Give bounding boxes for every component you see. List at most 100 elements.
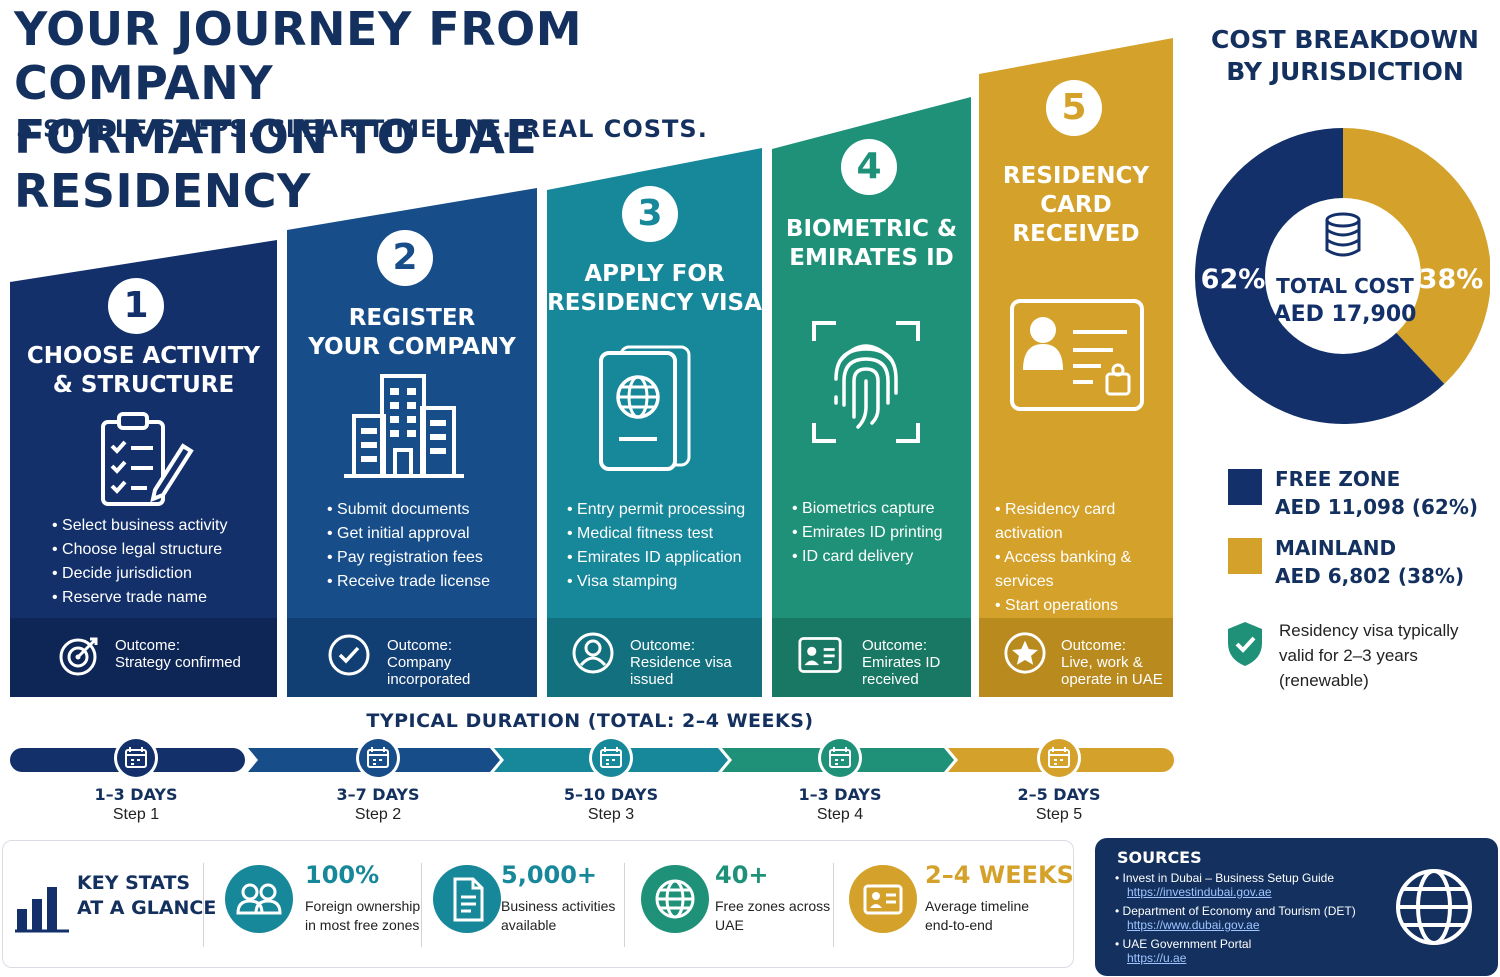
list-item: Start operations bbox=[995, 594, 1173, 618]
step-title-4-line-1: BIOMETRIC & bbox=[785, 216, 958, 242]
star-badge-icon bbox=[1004, 632, 1046, 674]
step-bullets-5: Residency card activation Access banking… bbox=[995, 498, 1173, 618]
outcome-label: Outcome: bbox=[862, 637, 928, 654]
source-link[interactable]: https://www.dubai.gov.ae bbox=[1127, 918, 1260, 932]
step-title-1-line-1: CHOOSE ACTIVITY bbox=[26, 343, 261, 369]
list-item: Receive trade license bbox=[327, 570, 490, 594]
visa-validity-text: Residency visa typically valid for 2–3 y… bbox=[1279, 621, 1459, 690]
step-title-4-line-2: EMIRATES ID bbox=[789, 245, 954, 271]
outcome-label: Outcome: bbox=[1061, 637, 1127, 654]
list-item: Emirates ID printing bbox=[792, 521, 943, 545]
sources-panel: SOURCES Invest in Dubai – Business Setup… bbox=[1095, 838, 1498, 976]
list-item: Access banking & services bbox=[995, 546, 1173, 594]
duration-days: 5–10 DAYS bbox=[563, 785, 659, 804]
user-circle-icon bbox=[572, 632, 614, 674]
passport-icon bbox=[599, 345, 691, 471]
stat-value: 100% bbox=[305, 861, 380, 889]
divider bbox=[421, 863, 422, 947]
legend-name: FREE ZONE bbox=[1275, 467, 1401, 491]
source-link[interactable]: https://investindubai.gov.ae bbox=[1127, 885, 1272, 899]
step-outcome-5: Outcome: Live, work & operate in UAE bbox=[979, 619, 1173, 697]
donut-hole bbox=[1265, 198, 1421, 354]
list-item: Submit documents bbox=[327, 498, 490, 522]
donut-label-left: 62% bbox=[1201, 264, 1266, 295]
document-icon bbox=[453, 877, 484, 922]
step-number-3: 3 bbox=[622, 186, 678, 242]
duration-days: 1–3 DAYS bbox=[798, 785, 882, 804]
timeline-calendar-icon-2 bbox=[356, 736, 400, 780]
outcome-label: Outcome: bbox=[630, 637, 696, 654]
legend-swatch-free-zone bbox=[1228, 469, 1262, 505]
step-title-3-line-2: RESIDENCY VISA bbox=[547, 290, 762, 316]
source-item: Department of Economy and Tourism (DET)h… bbox=[1115, 904, 1375, 932]
duration-days: 2–5 DAYS bbox=[1017, 785, 1101, 804]
list-item: Emirates ID application bbox=[567, 546, 745, 570]
step-bullets-1: Select business activity Choose legal st… bbox=[52, 514, 227, 610]
list-item: Residency card activation bbox=[995, 498, 1173, 546]
step-number-2: 2 bbox=[377, 230, 433, 286]
bar-chart-icon bbox=[15, 887, 69, 933]
cost-donut-chart: TOTAL COST AED 17,900 62% 38% bbox=[1195, 128, 1490, 425]
duration-days: 3–7 DAYS bbox=[336, 785, 420, 804]
step-title-3: APPLY FOR RESIDENCY VISA bbox=[547, 260, 762, 318]
duration-step: Step 3 bbox=[587, 806, 635, 823]
duration-step-4: 1–3 DAYS Step 4 bbox=[760, 785, 920, 824]
duration-step: Step 5 bbox=[1035, 806, 1083, 823]
step-title-1: CHOOSE ACTIVITY & STRUCTURE bbox=[10, 342, 277, 400]
list-item: Visa stamping bbox=[567, 570, 745, 594]
duration-step: Step 2 bbox=[354, 806, 402, 823]
stat-desc: Business activities available bbox=[501, 898, 616, 933]
stat-value: 5,000+ bbox=[501, 861, 598, 889]
title-line-1: YOUR JOURNEY FROM COMPANY bbox=[14, 2, 583, 110]
list-item: Entry permit processing bbox=[567, 498, 745, 522]
step-number-4: 4 bbox=[841, 139, 897, 195]
step-panel-2: 2 REGISTER YOUR COMPANY Submit documents… bbox=[287, 188, 537, 697]
outcome-value: Strategy confirmed bbox=[115, 654, 241, 671]
list-item: ID card delivery bbox=[792, 545, 943, 569]
visa-validity-note: Residency visa typically valid for 2–3 y… bbox=[1226, 620, 1459, 690]
list-item: Select business activity bbox=[52, 514, 227, 538]
legend-text-free-zone: FREE ZONE AED 11,098 (62%) bbox=[1275, 465, 1478, 521]
globe-icon bbox=[655, 879, 695, 919]
donut-center-value: AED 17,900 bbox=[1274, 302, 1417, 327]
step-number-1: 1 bbox=[108, 278, 164, 334]
stat-icon-bg bbox=[225, 865, 293, 933]
stat-desc: Foreign ownership in most free zones bbox=[305, 898, 421, 933]
timeline-calendar-icon-1 bbox=[114, 736, 158, 780]
legend-swatch-mainland bbox=[1228, 538, 1262, 574]
check-circle-icon bbox=[328, 634, 370, 676]
duration-step: Step 4 bbox=[816, 806, 864, 823]
duration-step-3: 5–10 DAYS Step 3 bbox=[531, 785, 691, 824]
duration-step-1: 1–3 DAYS Step 1 bbox=[56, 785, 216, 824]
duration-step: Step 1 bbox=[112, 806, 160, 823]
outcome-value: Residence visa issued bbox=[630, 654, 732, 688]
stat-icon-bg bbox=[849, 865, 917, 933]
duration-days: 1–3 DAYS bbox=[94, 785, 178, 804]
stat-value: 40+ bbox=[715, 861, 769, 889]
key-stats-title-line-1: KEY STATS bbox=[77, 872, 191, 894]
timeline-calendar-icon-5 bbox=[1037, 736, 1081, 780]
source-name: Invest in Dubai – Business Setup Guide bbox=[1122, 871, 1335, 885]
step-title-5-line-2: CARD RECEIVED bbox=[1012, 192, 1140, 247]
list-item: Biometrics capture bbox=[792, 497, 943, 521]
source-link[interactable]: https://u.ae bbox=[1127, 951, 1187, 965]
step-number-5: 5 bbox=[1046, 80, 1102, 136]
step-outcome-text-2: Outcome: Company incorporated bbox=[387, 637, 470, 688]
step-bullets-3: Entry permit processing Medical fitness … bbox=[567, 498, 745, 594]
fingerprint-icon bbox=[812, 321, 920, 443]
key-stats-panel: KEY STATS AT A GLANCE 100% Foreign owner… bbox=[2, 840, 1074, 968]
duration-timeline bbox=[10, 736, 1174, 780]
id-card-icon bbox=[863, 884, 903, 915]
divider bbox=[203, 863, 204, 947]
step-panel-5: 5 RESIDENCY CARD RECEIVED Residency card… bbox=[979, 38, 1173, 697]
step-outcome-text-5: Outcome: Live, work & operate in UAE bbox=[1061, 637, 1163, 688]
outcome-label: Outcome: bbox=[387, 637, 453, 654]
page-title: YOUR JOURNEY FROM COMPANY FORMATION TO U… bbox=[14, 2, 734, 218]
donut-center-label: TOTAL COST bbox=[1276, 274, 1414, 298]
step-title-3-line-1: APPLY FOR bbox=[584, 261, 725, 287]
people-icon bbox=[236, 883, 282, 915]
source-name: Department of Economy and Tourism (DET) bbox=[1122, 904, 1356, 918]
step-outcome-1: Outcome: Strategy confirmed bbox=[10, 619, 277, 697]
page-subtitle: 5 SIMPLE STEPS. CLEAR TIMELINE. REAL COS… bbox=[16, 115, 708, 143]
